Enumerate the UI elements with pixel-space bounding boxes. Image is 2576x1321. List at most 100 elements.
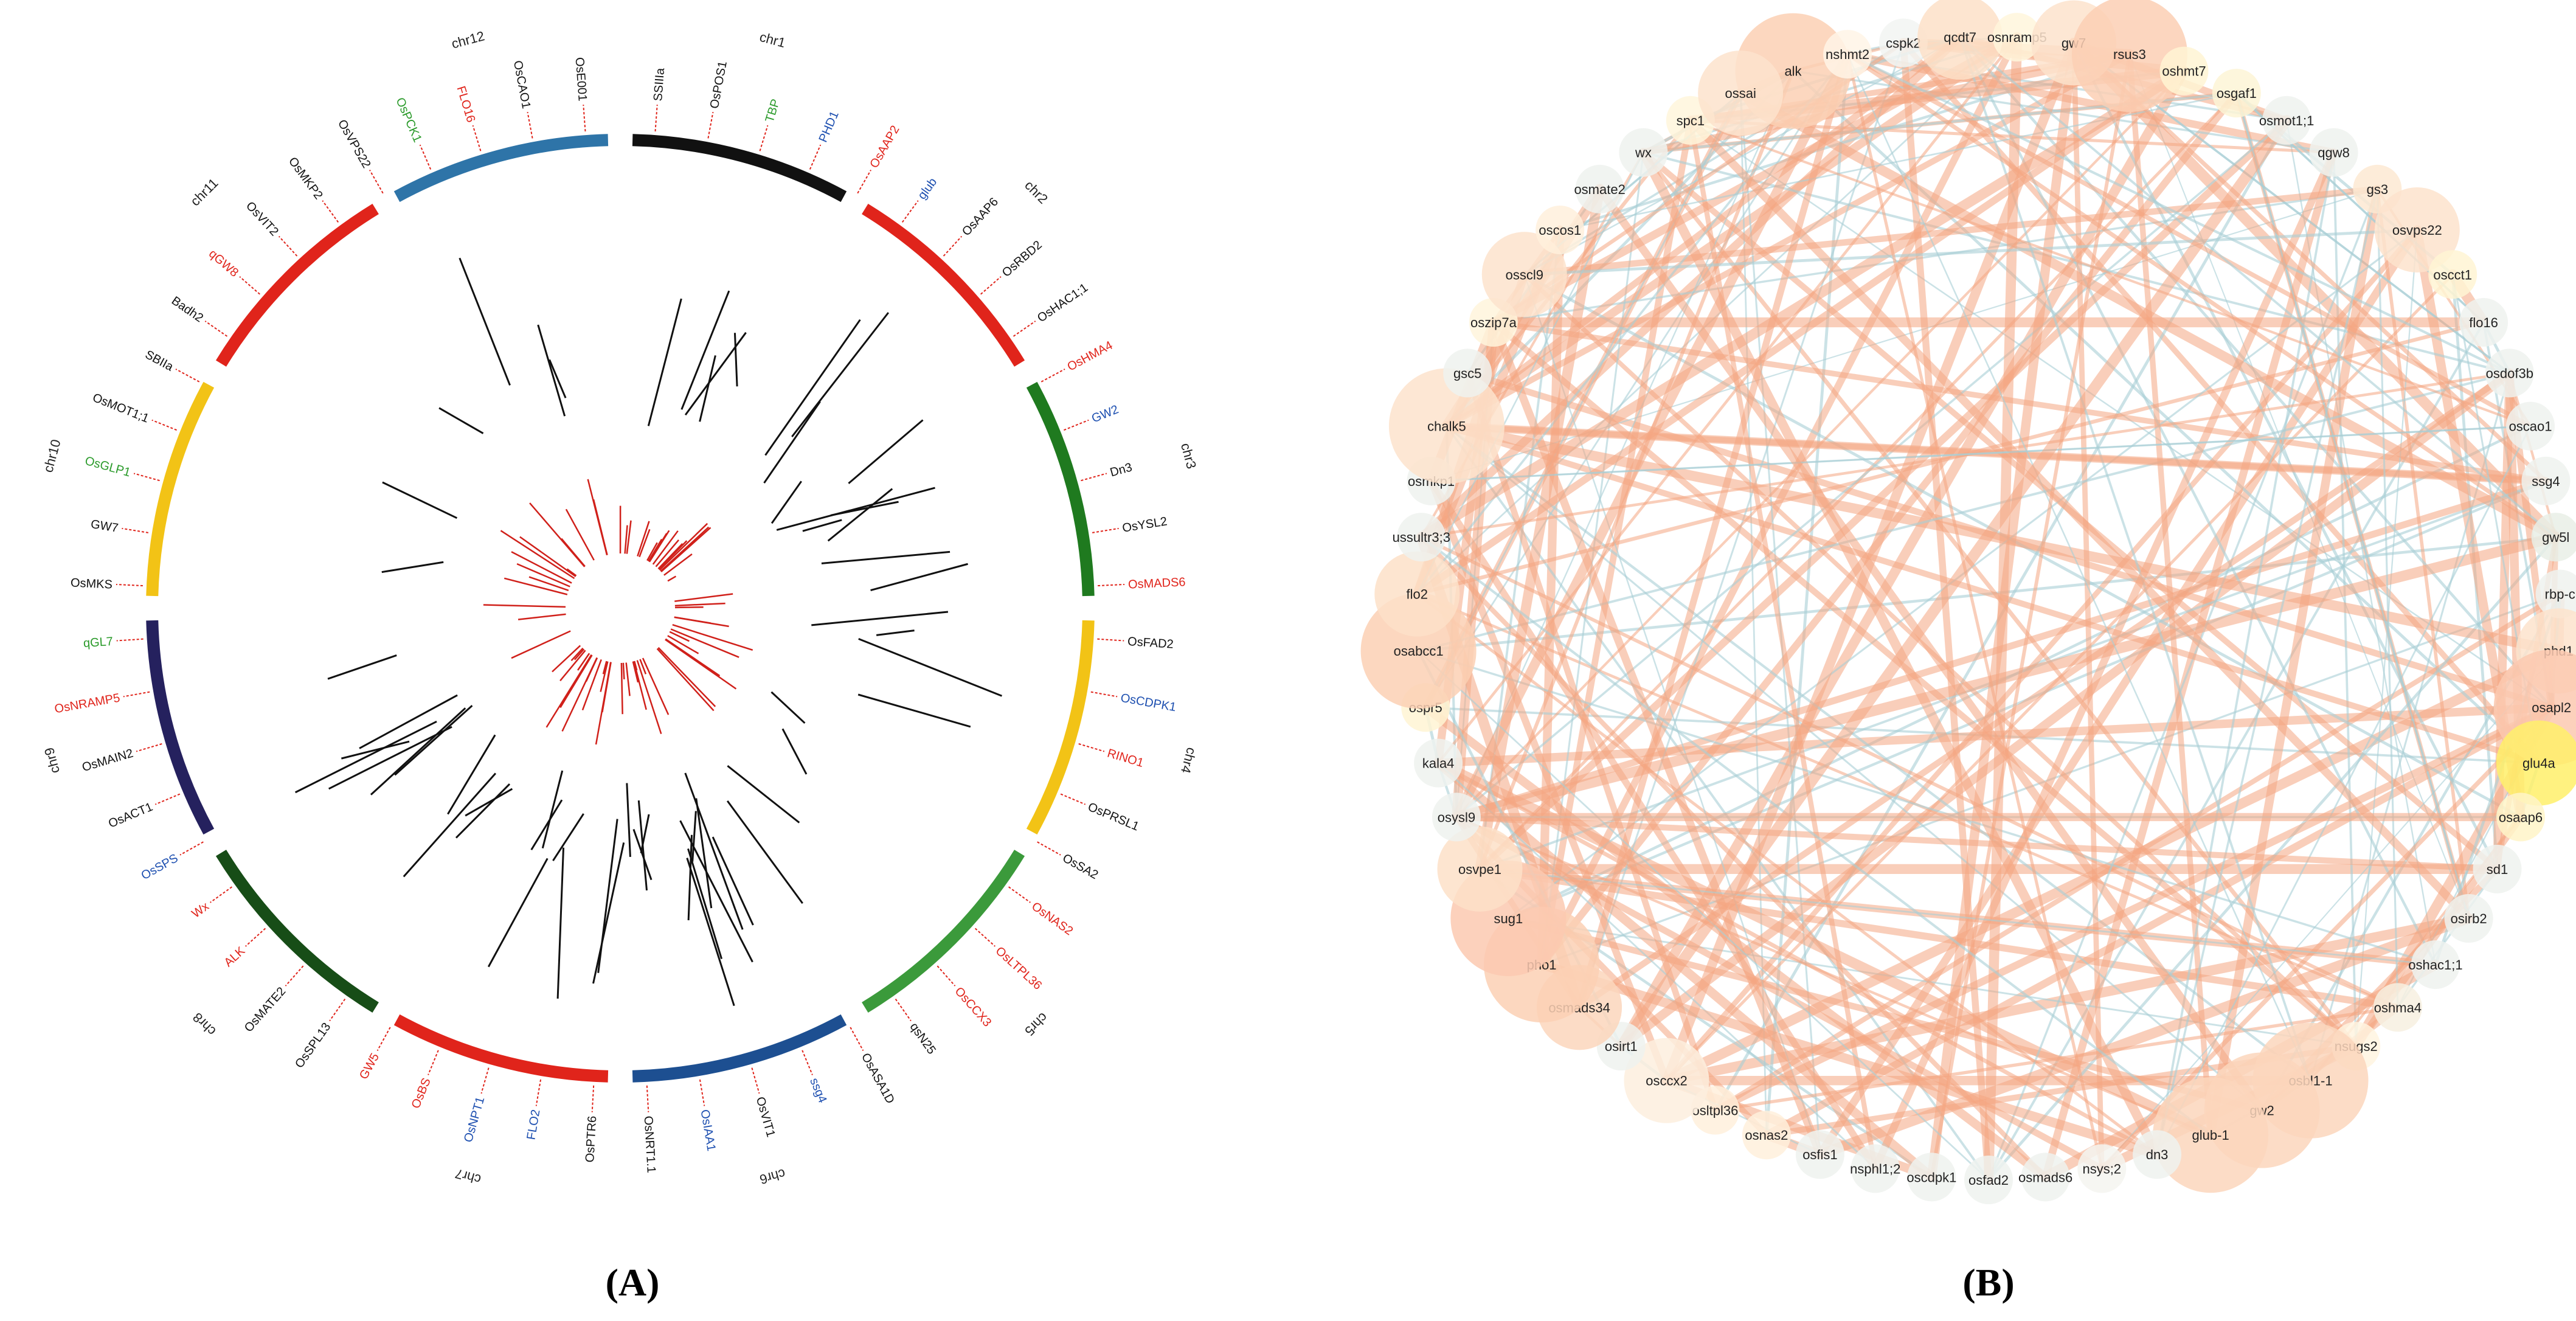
inner-black-bar (770, 691, 806, 724)
inner-red-bar (504, 577, 568, 595)
inner-black-bar (691, 811, 697, 862)
network-node-label: glu4a (2522, 756, 2556, 771)
network-node (1907, 1153, 1956, 1202)
network-node (1575, 164, 1624, 213)
inner-red-bar (657, 647, 716, 707)
gene-tick (850, 1027, 864, 1052)
gene-tick (654, 105, 658, 132)
inner-red-bar (552, 645, 581, 673)
network-node (2309, 128, 2358, 177)
inner-red-bar (573, 648, 585, 660)
gene-tick (136, 743, 162, 752)
gene-label: OsPCK1 (393, 95, 424, 144)
gene-tick (239, 276, 260, 295)
inner-black-bar (556, 847, 565, 999)
network-node (2077, 1144, 2127, 1193)
network-edge (1453, 814, 2105, 1172)
inner-red-bar (561, 657, 598, 732)
network-edge (1846, 52, 2511, 375)
inner-black-bar (328, 726, 452, 790)
inner-black-bar (687, 848, 723, 959)
inner-red-bar (639, 659, 647, 674)
gene-label: SSIIIa (651, 67, 667, 102)
network-node-label: rsus3 (2113, 47, 2146, 62)
network-node-label: oshmt7 (2162, 64, 2206, 79)
inner-black-bar (686, 858, 735, 1007)
network-node-label: osscl9 (1506, 267, 1543, 282)
network-edge (1959, 36, 2557, 539)
gene-tick (937, 965, 956, 986)
inner-black-bar (680, 290, 730, 410)
inner-red-bar (672, 623, 753, 651)
inner-red-bar (518, 613, 566, 620)
gene-label: OsYSL2 (1121, 515, 1168, 535)
inner-red-bar (511, 551, 572, 584)
chromosome-band-chr6 (632, 1014, 847, 1083)
gene-label: FLO2 (525, 1109, 543, 1141)
inner-black-bar (438, 407, 484, 434)
gene-label: OsCDPK1 (1120, 692, 1177, 715)
network-node (1851, 1144, 1900, 1193)
inner-red-bar (600, 661, 609, 692)
gene-tick (591, 1085, 595, 1112)
inner-black-bar (857, 693, 971, 728)
network-node-label: qcdt7 (1944, 30, 1976, 45)
inner-red-bar (565, 508, 595, 561)
inner-black-bar (699, 355, 716, 422)
gene-label: OsNRT1.1 (642, 1115, 658, 1173)
network-edge (2156, 188, 2379, 1156)
gene-tick (376, 1027, 391, 1052)
inner-red-bar (657, 543, 684, 570)
inner-red-bar (652, 530, 679, 565)
gene-tick (1008, 886, 1031, 903)
gene-tick (122, 527, 149, 533)
network-edge (1930, 52, 2131, 1179)
gene-tick (179, 841, 204, 856)
inner-black-bar (870, 563, 968, 592)
network-node-label: oshma4 (2374, 1000, 2422, 1015)
network-edge (1433, 758, 1936, 1182)
network-node-label: flo2 (1407, 587, 1428, 602)
network-node-label: nsphl1;2 (1850, 1161, 1900, 1176)
network-node (1388, 368, 1504, 484)
gene-label: OsHMA4 (1065, 339, 1115, 374)
network-node-label: dn3 (2146, 1147, 2169, 1162)
network-edge (1436, 761, 2159, 1157)
circos-gene-ticks: SSIIIa OsPOS1 TBP PHD1 OsAAP2 glub OsAAP6OsRBD… (54, 57, 1186, 1173)
network-edge (1479, 868, 2437, 966)
gene-tick (419, 144, 432, 170)
network-node-label: osabcc1 (1394, 643, 1444, 659)
network-node-label: osfad2 (1968, 1173, 2009, 1188)
network-node-label: osvpe1 (1458, 862, 1501, 877)
gene-tick (646, 1085, 649, 1112)
gene-label: Wx (189, 900, 211, 921)
inner-black-bar (381, 561, 444, 574)
chromosome-label-chr12: chr12 (450, 28, 486, 51)
gene-label: OsMATE2 (242, 985, 289, 1035)
network-edge (1958, 35, 2437, 966)
inner-red-bar (663, 553, 693, 576)
gene-label: OsAAP6 (960, 195, 1001, 238)
network-node (1432, 792, 1481, 842)
chromosome-label-chr6: chr6 (758, 1166, 788, 1187)
network-edge (2071, 40, 2105, 1171)
inner-red-bar (519, 536, 576, 577)
inner-black-bar (684, 772, 744, 930)
inner-black-bar (447, 734, 496, 815)
network-edge (1689, 119, 2532, 428)
gene-label: OsSA2 (1060, 851, 1100, 882)
gene-label: GW2 (1090, 403, 1120, 425)
network-node-label: flo16 (2469, 315, 2498, 330)
chromosome-band-chr1 (632, 134, 847, 203)
gene-label: OsFAD2 (1127, 635, 1174, 651)
network-node (2444, 893, 2493, 943)
chromosome-band-chr8 (215, 850, 379, 1013)
gene-tick (123, 691, 150, 698)
network-node-label: osysl9 (1438, 810, 1475, 825)
inner-red-bar (483, 604, 566, 608)
gene-tick (1098, 583, 1125, 587)
network-node-label: osccx2 (1646, 1073, 1687, 1089)
inner-black-bar (541, 770, 564, 849)
inner-black-bar (848, 419, 924, 484)
network-node (2473, 844, 2522, 893)
